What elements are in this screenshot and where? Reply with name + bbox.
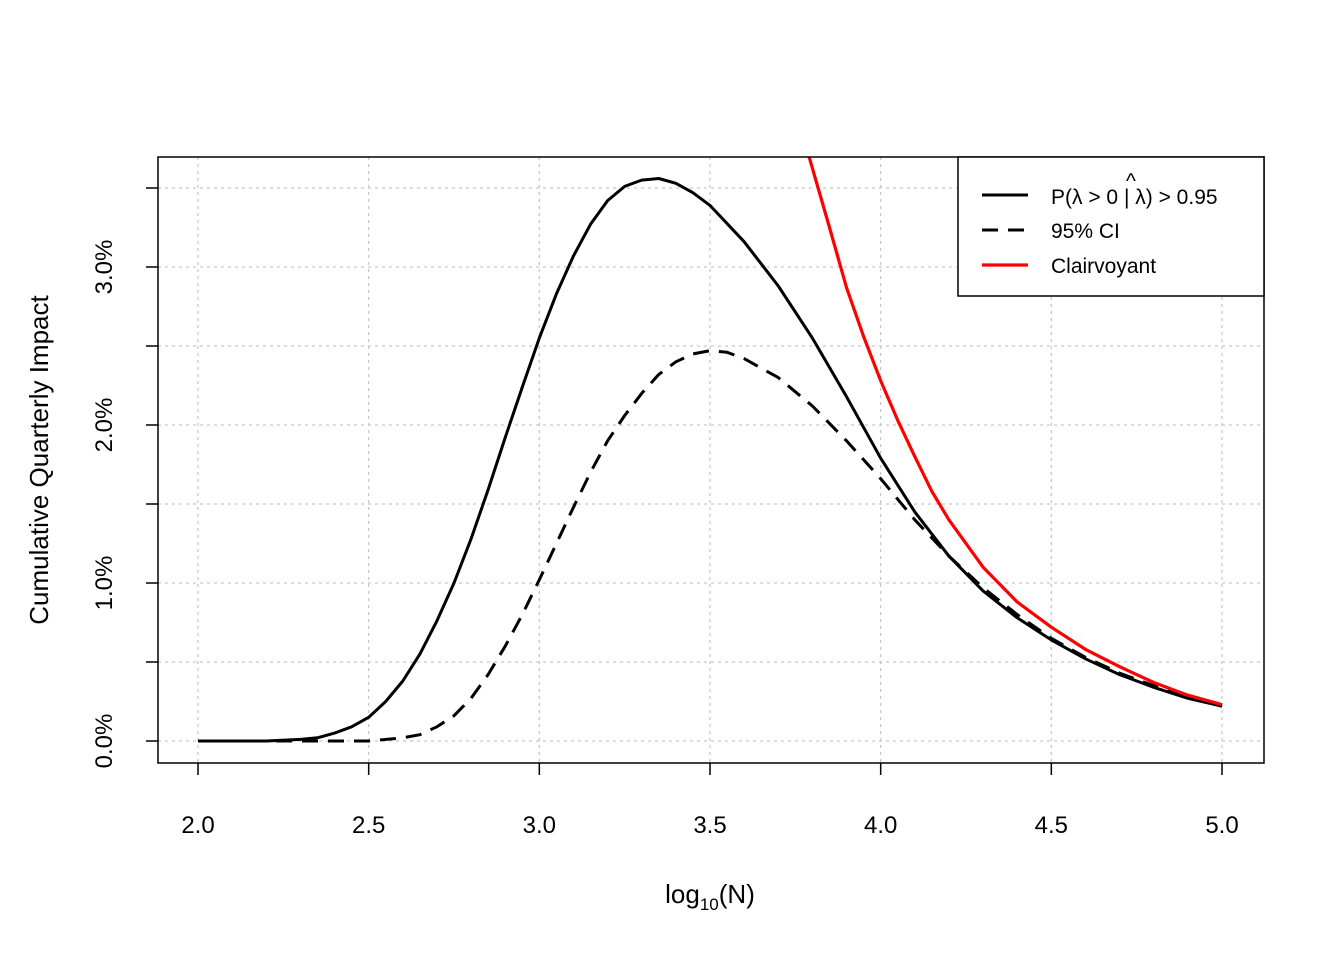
legend-label-ci: 95% CI	[1051, 220, 1120, 243]
legend-label-threshold-pre: P(λ > 0 |	[1051, 186, 1135, 209]
x-tick-label: 3.0	[523, 812, 556, 839]
y-tick-label: 2.0%	[91, 398, 118, 453]
legend-label-threshold-post: ) > 0.95	[1146, 186, 1218, 209]
x-axis-title-subscript: 10	[700, 895, 719, 914]
series-layer	[198, 157, 1223, 743]
x-axis: 2.0 2.5 3.0 3.5 4.0 4.5 5.0	[181, 763, 1239, 839]
y-axis-title: Cumulative Quarterly Impact	[24, 295, 54, 625]
legend-box	[957, 156, 1265, 297]
series-clairvoyant-line	[807, 157, 1223, 707]
x-tick-label: 4.0	[864, 812, 897, 839]
x-axis-title: log10(N)	[665, 879, 755, 914]
legend-label-threshold-hat: λ	[1135, 186, 1146, 209]
x-axis-title-base: log	[665, 879, 700, 909]
y-axis: 0.0% 1.0% 2.0% 3.0%	[91, 187, 158, 769]
y-tick-label: 0.0%	[91, 714, 118, 769]
x-tick-label: 5.0	[1205, 812, 1238, 839]
x-tick-label: 4.5	[1035, 812, 1068, 839]
series-ci-line	[198, 349, 1223, 743]
legend: P(λ > 0 | λ) > 0.95 ^ 95% CI Clairvoyant	[957, 156, 1265, 297]
series-threshold-line	[198, 177, 1223, 743]
legend-label-clairvoyant: Clairvoyant	[1051, 255, 1156, 278]
x-tick-label: 2.0	[181, 812, 214, 839]
y-tick-label: 1.0%	[91, 556, 118, 611]
legend-label-threshold: P(λ > 0 | λ) > 0.95	[1051, 186, 1218, 209]
plot-frame	[157, 156, 1265, 764]
hat-accent: ^	[1126, 170, 1136, 193]
x-axis-title-rest: (N)	[719, 879, 755, 909]
x-tick-label: 3.5	[693, 812, 726, 839]
y-tick-label: 3.0%	[91, 240, 118, 295]
x-tick-label: 2.5	[352, 812, 385, 839]
